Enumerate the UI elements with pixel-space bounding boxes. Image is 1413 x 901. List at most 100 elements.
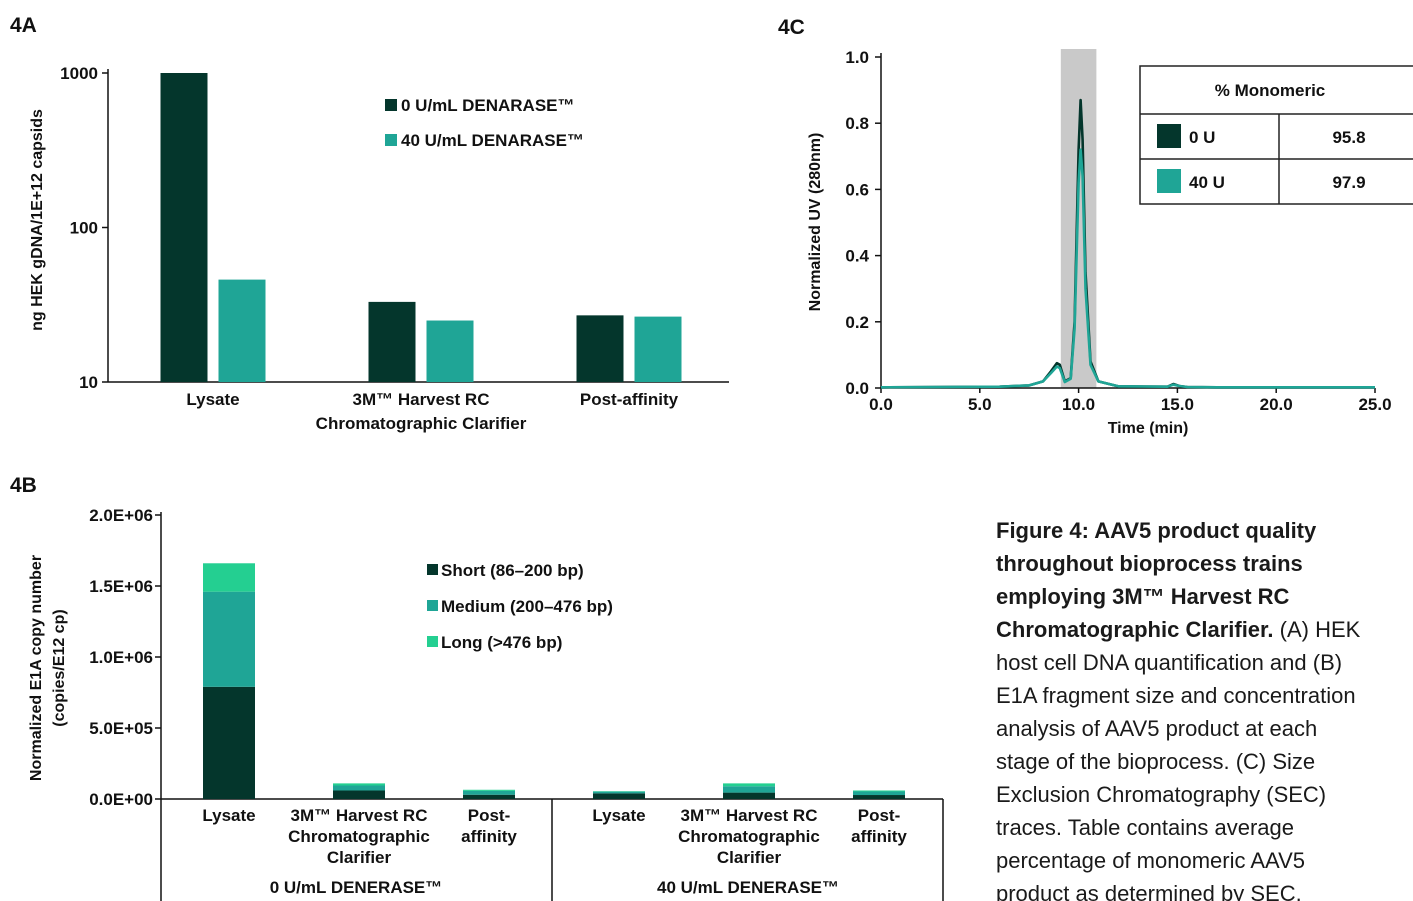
x-tick-label-4c: 0.0 [869,395,893,414]
legend-swatch-4b [427,600,438,611]
bar-4b-long-476-bp-1 [333,783,385,786]
x-tick-label-4b: Post- [468,806,511,825]
caption-title-line-2: throughout bioprocess trains [996,551,1303,576]
y-tick-label-4c: 0.8 [845,114,869,133]
bar-4b-long-476-bp-4 [723,783,775,787]
panel-label-4b: 4B [10,474,37,497]
legend-label-4b: Long (>476 bp) [441,633,562,652]
bar-4a-0-u-ml-denarase-1 [368,301,416,382]
y-tick-label-4c: 0.6 [845,180,869,199]
panel-label-4a: 4A [10,14,37,37]
bar-4b-medium-200-476-bp-1 [333,785,385,791]
caption-body-line-8: product as determined by SEC. [996,881,1302,901]
table-row-label: 40 U [1189,173,1225,192]
panel-label-4c: 4C [778,16,805,39]
y-tick-label-4c: 1.0 [845,48,869,67]
group-label-4b-0u: 0 U/mL DENERASE™ [270,878,443,897]
caption-body-line-2: E1A fragment size and concentration [996,683,1356,708]
x-tick-label-4c: 15.0 [1161,395,1194,414]
bar-4b-short-86-200-bp-1 [333,790,385,799]
caption-body-start: (A) HEK [1273,617,1361,642]
bar-4b-short-86-200-bp-3 [593,793,645,799]
x-tick-label-4c: 10.0 [1062,395,1095,414]
bar-4a-40-u-ml-denarase-2 [634,316,682,382]
caption-title-line-3: employing 3M™ Harvest RC [996,584,1290,609]
caption-title-line-4: Chromatographic Clarifier. (A) HEK [996,613,1413,646]
y-tick-label-4c: 0.2 [845,313,869,332]
chart-4b-e1a-copy-number: 0.0E+00 5.0E+05 1.0E+06 1.5E+06 2.0E+06 Norma… [28,506,944,901]
x-tick-label-4b: Clarifier [717,848,782,867]
y-tick-label-4a: 10 [79,373,98,392]
legend-label-4b: Short (86–200 bp) [441,561,584,580]
x-tick-label-4b: Chromatographic [678,827,820,846]
bar-4b-long-476-bp-0 [203,563,255,592]
y-axis-label-4c: Normalized UV (280nm) [807,133,824,312]
x-tick-label-4c: 20.0 [1260,395,1293,414]
x-axis-label-4c: Time (min) [1108,420,1189,437]
caption-body-line-3: analysis of AAV5 product at each [996,716,1318,741]
table-row-value: 97.9 [1332,173,1365,192]
y-tick-label-4b: 0.0E+00 [89,790,153,809]
caption-title-line-1: Figure 4: AAV5 product quality [996,518,1317,543]
x-tick-label-4c: 25.0 [1358,395,1391,414]
legend-swatch-4a [385,134,397,146]
x-tick-label-4a: Post-affinity [580,390,679,409]
bar-4b-medium-200-476-bp-4 [723,786,775,793]
table-swatch-40-u [1157,169,1181,193]
caption-body-line-4: stage of the bioprocess. (C) Size [996,749,1316,774]
bar-4b-medium-200-476-bp-3 [593,791,645,794]
bar-4a-0-u-ml-denarase-0 [160,73,208,382]
x-tick-label-4a: 3M™ Harvest RC [353,390,490,409]
x-tick-label-4b: 3M™ Harvest RC [681,806,818,825]
monomeric-table [1139,65,1413,205]
x-tick-label-4b: Lysate [202,806,255,825]
legend-label-4b: Medium (200–476 bp) [441,597,613,616]
y-tick-label-4a: 100 [70,219,98,238]
legend-swatch-4b [427,564,438,575]
y-tick-label-4b: 5.0E+05 [89,719,153,738]
bar-4b-medium-200-476-bp-2 [463,790,515,795]
x-tick-label-4b: Chromatographic [288,827,430,846]
x-tick-label-4b: Post- [858,806,901,825]
bar-4a-40-u-ml-denarase-1 [426,320,474,382]
x-tick-label-4b: Lysate [592,806,645,825]
bar-4b-short-86-200-bp-2 [463,794,515,799]
y-tick-label-4c: 0.4 [845,247,869,266]
bar-4b-short-86-200-bp-0 [203,686,255,799]
figure-caption: Figure 4: AAV5 product quality throughou… [996,514,1413,901]
legend-swatch-4b [427,636,438,647]
y-tick-label-4c: 0.0 [845,379,869,398]
y-axis-label-4a: ng HEK gDNA/1E+12 capsids [29,109,46,331]
chart-4a-ghk-gdna: 10 100 1000 ng HEK gDNA/1E+12 capsids Lysate… [29,64,729,433]
x-tick-label-4b: affinity [461,827,517,846]
caption-title-end: Chromatographic Clarifier. [996,617,1274,642]
table-swatch-0-u [1157,124,1181,148]
bar-4b-long-476-bp-5 [853,790,905,792]
bar-4b-medium-200-476-bp-5 [853,791,905,796]
bar-4b-medium-200-476-bp-0 [203,591,255,687]
trace-40-u [880,148,1375,389]
legend-label-4a: 40 U/mL DENARASE™ [401,131,584,150]
caption-body-line-1: host cell DNA quantification and (B) [996,650,1343,675]
legend-swatch-4a [385,99,397,111]
y-axis-label-4b-line2: (copies/E12 cp) [51,609,68,726]
chart-4c-sec-traces: 0.0 0.2 0.4 0.6 0.8 1.0 0.0 5.0 10.0 15.0 20.0 25.0… [807,48,1413,437]
bar-4b-short-86-200-bp-5 [853,795,905,799]
y-tick-label-4b: 1.5E+06 [89,577,153,596]
x-tick-label-4a: Chromatographic Clarifier [316,414,527,433]
y-axis-label-4b: Normalized E1A copy number [28,555,45,781]
y-tick-label-4a: 1000 [60,64,98,83]
x-tick-label-4b: Clarifier [327,848,392,867]
y-tick-label-4b: 2.0E+06 [89,506,153,525]
bar-4b-short-86-200-bp-4 [723,792,775,799]
y-tick-label-4b: 1.0E+06 [89,648,153,667]
bar-4a-40-u-ml-denarase-0 [218,279,266,382]
caption-body-line-7: percentage of monomeric AAV5 [996,848,1305,873]
x-tick-label-4b: 3M™ Harvest RC [291,806,428,825]
x-tick-label-4c: 5.0 [968,395,992,414]
x-tick-label-4a: Lysate [186,390,239,409]
table-title: % Monomeric [1215,81,1326,100]
bar-4a-0-u-ml-denarase-2 [576,315,624,382]
table-row-value: 95.8 [1332,128,1365,147]
